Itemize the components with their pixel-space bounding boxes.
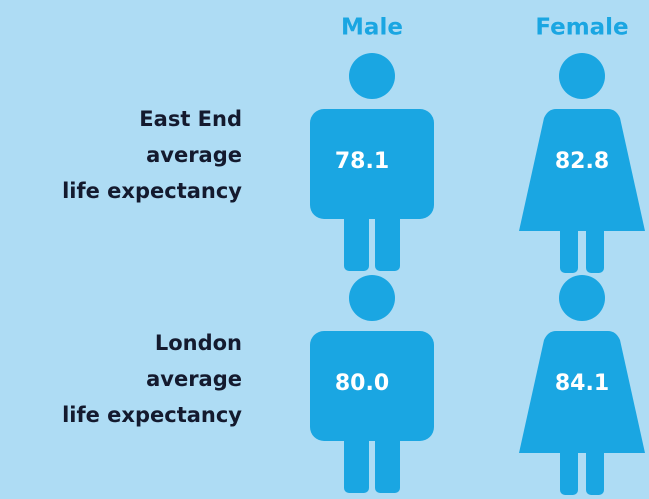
column-header: Male — [341, 15, 403, 41]
row-label: average — [146, 367, 242, 391]
row-label: life expectancy — [62, 403, 242, 427]
value-label: 80.0 — [335, 371, 389, 396]
row: London average life expectancy 80.0 84.1 — [62, 275, 645, 495]
value-label: 82.8 — [555, 149, 609, 174]
value-label: 78.1 — [335, 149, 389, 174]
row-label: East End — [139, 107, 242, 131]
row-label: average — [146, 143, 242, 167]
column-header: Female — [535, 15, 628, 41]
row-label: London — [155, 331, 242, 355]
row-label: life expectancy — [62, 179, 242, 203]
value-label: 84.1 — [555, 371, 609, 396]
row: East End average life expectancy 78.1 82… — [62, 53, 645, 273]
